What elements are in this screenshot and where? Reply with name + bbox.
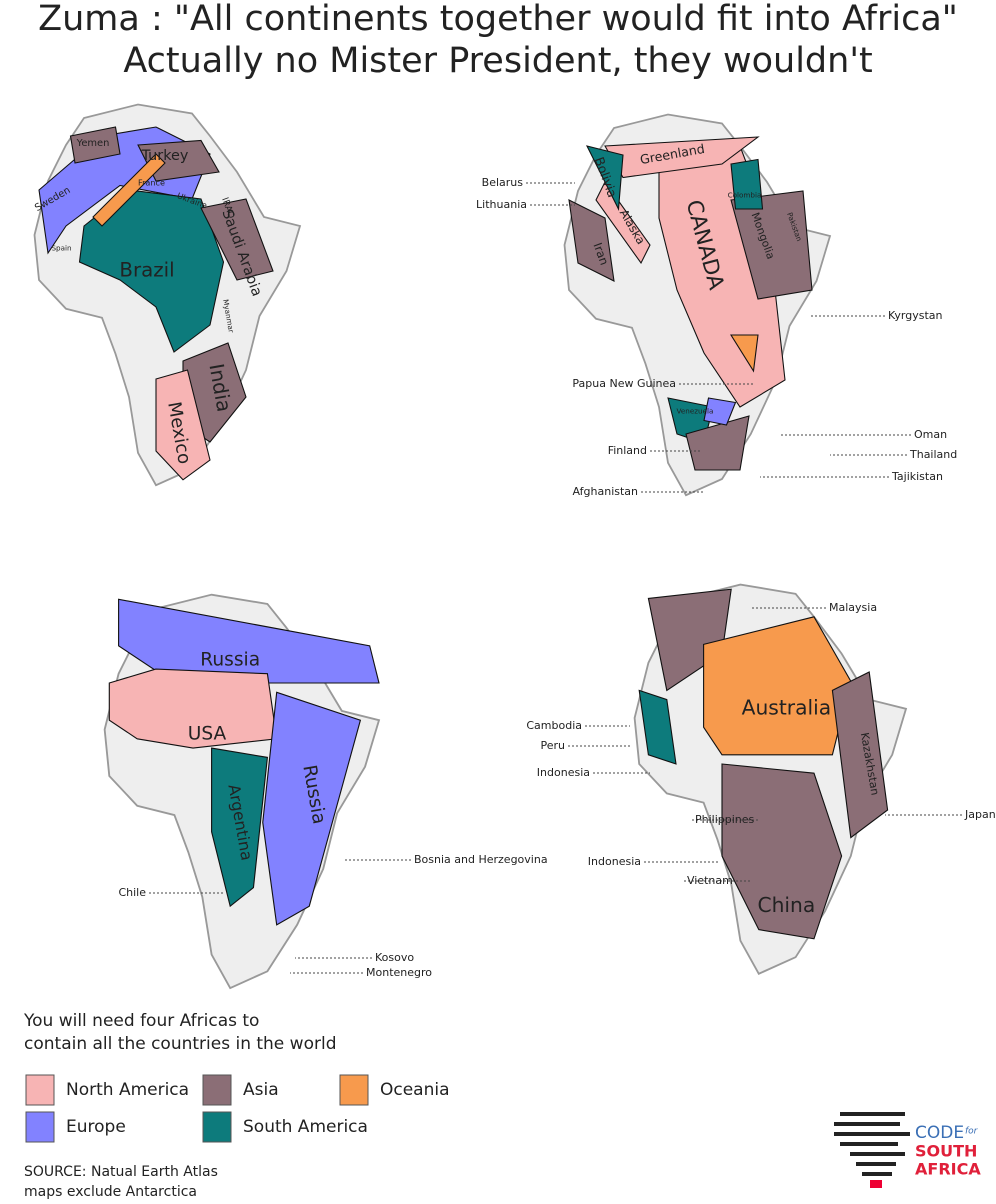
legend-label: Europe bbox=[66, 1117, 126, 1137]
logo-for: for bbox=[965, 1127, 979, 1137]
country-shape bbox=[638, 689, 677, 765]
country-shape bbox=[831, 671, 889, 839]
country-shape bbox=[568, 199, 615, 282]
country-label: Turkey bbox=[141, 148, 189, 164]
country-shape bbox=[703, 397, 737, 426]
legend-swatch bbox=[339, 1074, 369, 1106]
country-shape bbox=[78, 189, 225, 353]
callout-label: Belarus bbox=[482, 176, 524, 189]
callout-label: Cambodia bbox=[526, 719, 582, 732]
country-shape bbox=[721, 763, 843, 940]
country-label: Venezuela bbox=[677, 407, 714, 416]
callout-label: Oman bbox=[914, 428, 947, 441]
callout-label: Japan bbox=[964, 808, 996, 821]
callout-label: Malaysia bbox=[829, 601, 877, 614]
callout-label: Kosovo bbox=[375, 951, 414, 964]
country-label: Spain bbox=[51, 243, 71, 252]
note-line: contain all the countries in the world bbox=[24, 1034, 336, 1054]
title-line: Zuma : "All continents together would fi… bbox=[38, 0, 958, 39]
country-label: China bbox=[757, 893, 815, 917]
country-label: USA bbox=[188, 724, 227, 745]
country-shape bbox=[262, 691, 362, 926]
legend-label: Oceania bbox=[380, 1080, 450, 1100]
country-label: Brazil bbox=[119, 259, 174, 282]
country-shape bbox=[211, 747, 269, 908]
callout-label: Kyrgystan bbox=[888, 309, 943, 322]
callout-label: Papua New Guinea bbox=[572, 377, 676, 390]
callout-label: Chile bbox=[118, 886, 146, 899]
callout-label: Vietnam bbox=[687, 874, 733, 887]
legend-label: Asia bbox=[243, 1080, 279, 1100]
note-line: You will need four Africas to bbox=[23, 1011, 259, 1031]
country-label: Russia bbox=[200, 649, 260, 670]
logo-icon bbox=[834, 1112, 910, 1188]
callout-label: Bosnia and Herzegovina bbox=[414, 853, 548, 866]
country-shape bbox=[118, 598, 380, 684]
legend-swatch bbox=[25, 1111, 55, 1143]
country-shape bbox=[69, 126, 121, 164]
legend-swatch bbox=[202, 1074, 232, 1106]
country-shape bbox=[200, 198, 274, 281]
callout-label: Tajikistan bbox=[891, 470, 943, 483]
callout-label: Peru bbox=[540, 739, 565, 752]
country-shape bbox=[703, 616, 852, 756]
country-label: Yemen bbox=[76, 138, 110, 149]
logo-code: CODE bbox=[915, 1123, 964, 1143]
callout-label: Philippines bbox=[695, 813, 755, 826]
title-line: Actually no Mister President, they would… bbox=[123, 41, 872, 81]
country-shape bbox=[730, 190, 813, 300]
country-label: France bbox=[138, 177, 165, 187]
source-line: SOURCE: Natual Earth Atlas bbox=[24, 1164, 218, 1180]
callout-label: Indonesia bbox=[537, 766, 590, 779]
source-line: maps exclude Antarctica bbox=[24, 1184, 197, 1200]
country-shape bbox=[92, 153, 166, 227]
legend-label: South America bbox=[243, 1117, 368, 1137]
callout-label: Thailand bbox=[909, 448, 957, 461]
country-label: Colombia bbox=[728, 191, 762, 200]
country-shape bbox=[585, 145, 624, 211]
legend-label: North America bbox=[66, 1080, 189, 1100]
country-shape bbox=[730, 334, 759, 373]
callout-label: Lithuania bbox=[476, 198, 527, 211]
country-shape bbox=[595, 180, 651, 265]
logo-africa: AFRICA bbox=[915, 1160, 981, 1179]
legend-swatch bbox=[202, 1111, 232, 1143]
callout-label: Montenegro bbox=[366, 966, 432, 979]
callout-label: Finland bbox=[608, 444, 647, 457]
callout-label: Afghanistan bbox=[573, 485, 639, 498]
country-shape bbox=[108, 668, 278, 749]
country-label: Australia bbox=[742, 695, 832, 719]
legend-swatch bbox=[25, 1074, 55, 1106]
logo-south: SOUTH bbox=[915, 1142, 977, 1161]
callout-label: Indonesia bbox=[588, 855, 641, 868]
country-shape bbox=[155, 369, 211, 481]
country-shape bbox=[730, 158, 764, 210]
